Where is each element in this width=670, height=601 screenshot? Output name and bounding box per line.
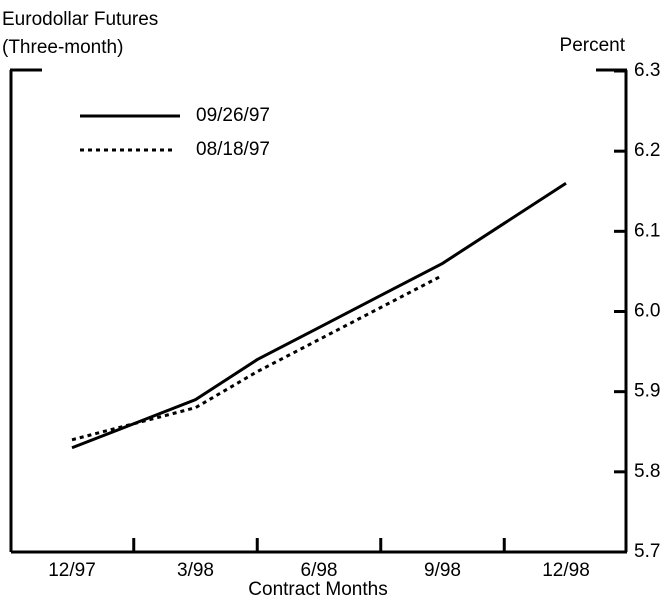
legend-label: 09/26/97 <box>196 105 270 126</box>
y-axis-label: Percent <box>560 35 626 56</box>
y-tick-label: 5.7 <box>634 541 660 562</box>
axes <box>9 68 628 554</box>
chart-title: Eurodollar Futures <box>2 9 158 30</box>
y-tick-label: 5.8 <box>634 461 660 482</box>
chart-subtitle: (Three-month) <box>2 37 123 58</box>
data-line <box>71 181 567 450</box>
y-tick-label: 6.2 <box>634 140 660 161</box>
x-tick-label: 9/98 <box>424 560 461 581</box>
x-tick-label: 12/98 <box>542 560 590 581</box>
x-tick-label: 12/97 <box>48 560 96 581</box>
y-tick-label: 5.9 <box>634 381 660 402</box>
x-tick-label: 3/98 <box>177 560 214 581</box>
legend-label: 08/18/97 <box>196 139 270 160</box>
y-tick-label: 6.3 <box>634 60 660 81</box>
y-tick-label: 6.0 <box>634 301 660 322</box>
y-tick-label: 6.1 <box>634 220 660 241</box>
x-tick-label: 6/98 <box>301 560 338 581</box>
data-line <box>71 274 444 442</box>
x-axis-label: Contract Months <box>248 579 387 600</box>
